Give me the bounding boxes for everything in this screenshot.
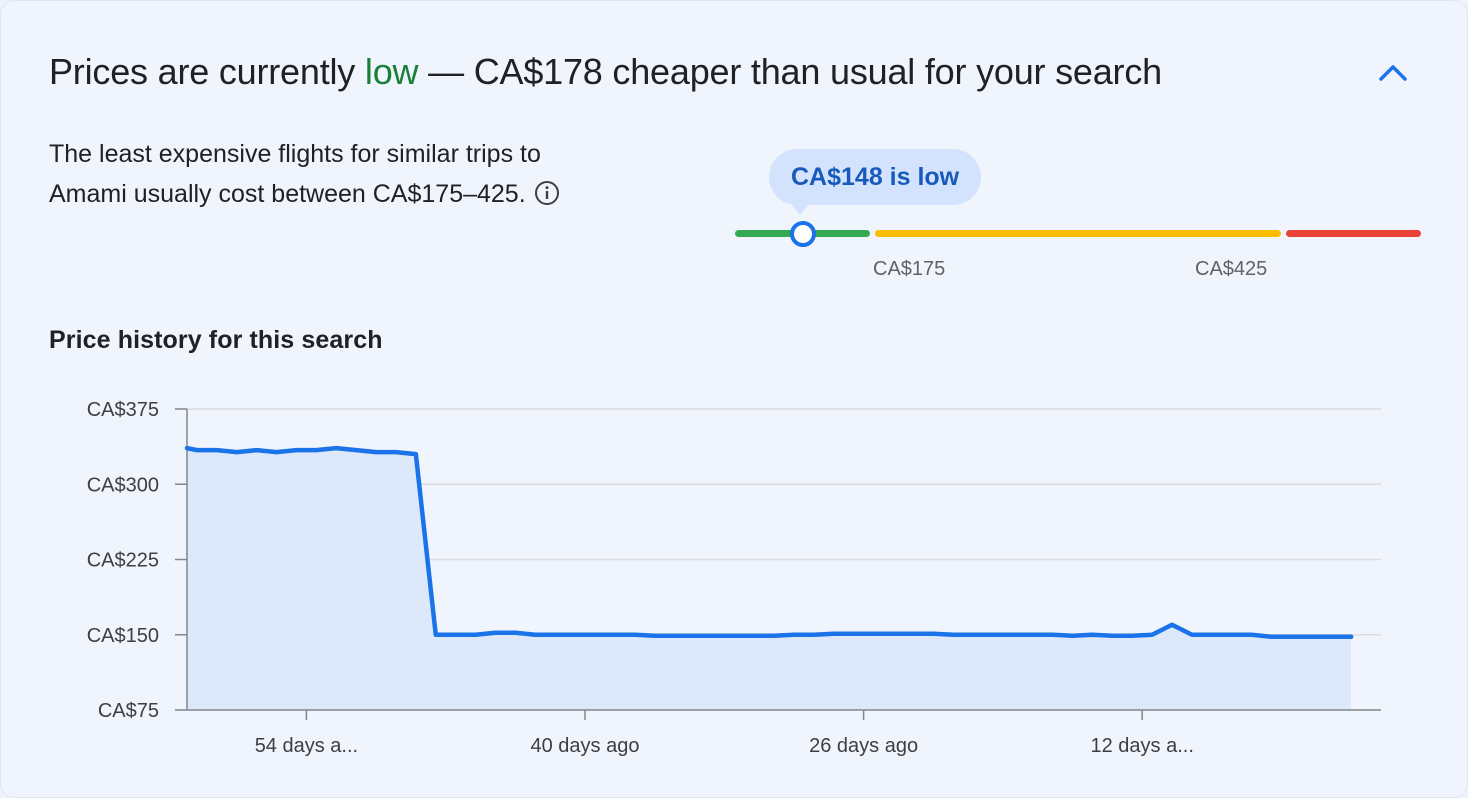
- price-history-chart[interactable]: CA$75 CA$150 CA$225 CA$300 CA$375 54 days a..…: [1, 381, 1441, 781]
- headline-prefix: Prices are currently: [49, 51, 365, 92]
- typical-price-segment: [875, 230, 1281, 237]
- x-tick-label: 12 days a...: [1090, 735, 1193, 757]
- range-high-label: CA$425: [1195, 258, 1268, 280]
- y-tick-label: CA$150: [87, 625, 159, 647]
- collapse-button[interactable]: [1373, 53, 1413, 93]
- y-tick-label: CA$375: [87, 399, 159, 421]
- price-range-description: The least expensive flights for similar …: [49, 134, 569, 218]
- x-tick-label: 54 days a...: [255, 735, 358, 757]
- tooltip-pointer: [790, 203, 810, 215]
- chevron-up-icon: [1379, 65, 1407, 81]
- price-area-fill: [187, 448, 1352, 710]
- y-tick-label: CA$225: [87, 550, 159, 572]
- y-tick-label: CA$75: [98, 700, 159, 722]
- headline-suffix: — CA$178 cheaper than usual for your sea…: [418, 51, 1162, 92]
- current-price-tooltip: CA$148 is low: [769, 149, 982, 205]
- price-level-label: low: [364, 51, 419, 92]
- range-low-label: CA$175: [873, 258, 946, 280]
- x-tick-label: 40 days ago: [531, 735, 640, 757]
- y-tick-label: CA$300: [87, 474, 159, 496]
- x-tick-label: 26 days ago: [809, 735, 918, 757]
- info-icon[interactable]: [534, 178, 560, 218]
- price-range-text: The least expensive flights for similar …: [49, 140, 541, 208]
- current-price-marker: [790, 221, 816, 247]
- price-history-title: Price history for this search: [49, 326, 383, 354]
- high-price-segment: [1286, 230, 1421, 237]
- price-headline: Prices are currently low — CA$178 cheape…: [49, 51, 1162, 93]
- price-series-line: [184, 445, 1354, 640]
